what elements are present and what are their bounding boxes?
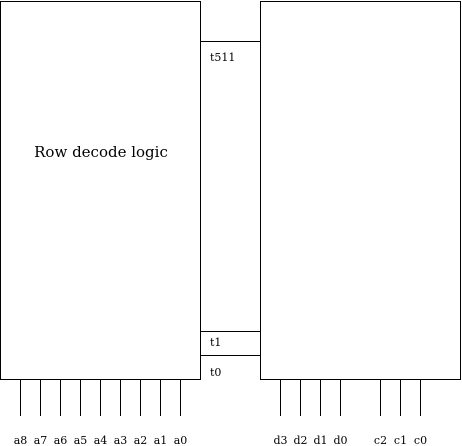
control-pin-label-c2: c2 xyxy=(374,434,387,446)
address-pin-label-a2: a2 xyxy=(134,434,148,446)
control-pins: c2 c1 c0 xyxy=(374,380,427,446)
address-pin-label-a3: a3 xyxy=(114,434,128,446)
address-pin-label-a4: a4 xyxy=(94,434,108,446)
data-pin-label-d2: d2 xyxy=(293,434,307,446)
t0-label: t0 xyxy=(210,366,221,379)
row-decode-block xyxy=(0,1,201,380)
address-pin-label-a6: a6 xyxy=(54,434,68,446)
data-pin-label-d1: d1 xyxy=(313,434,327,446)
address-pin-label-a0: a0 xyxy=(174,434,188,446)
address-pin-label-a7: a7 xyxy=(34,434,48,446)
data-pins: d3 d2 d1 d0 xyxy=(273,380,348,446)
address-pin-label-a8: a8 xyxy=(14,434,28,446)
control-pin-label-c0: c0 xyxy=(414,434,427,446)
row-decode-title: Row decode logic xyxy=(34,143,168,161)
t1-label: t1 xyxy=(210,336,221,349)
t511-label: t511 xyxy=(210,51,235,64)
control-pin-label-c1: c1 xyxy=(394,434,407,446)
data-pin-label-d0: d0 xyxy=(333,434,347,446)
memory-array-block xyxy=(260,1,461,380)
data-pin-label-d3: d3 xyxy=(273,434,287,446)
address-pins: a8 a7 a6 a5 a4 a3 a2 a1 a0 xyxy=(14,380,188,446)
address-pin-label-a1: a1 xyxy=(154,434,168,446)
address-pin-label-a5: a5 xyxy=(74,434,88,446)
